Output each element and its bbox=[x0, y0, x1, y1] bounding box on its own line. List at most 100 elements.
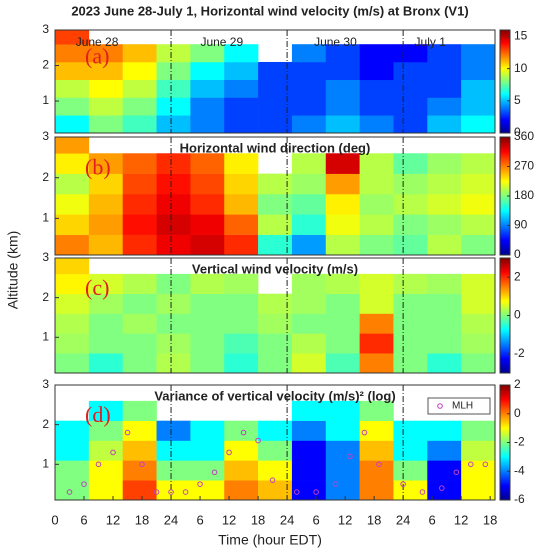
panel-title: Horizontal wind direction (deg) bbox=[180, 140, 371, 155]
mlh-point bbox=[293, 489, 300, 495]
heatmap-cell bbox=[190, 313, 225, 334]
y-axis-label: Altitude (km) bbox=[5, 231, 21, 310]
heatmap-cell bbox=[427, 173, 462, 195]
heatmap-cell bbox=[156, 313, 191, 334]
heatmap-cell bbox=[291, 420, 327, 441]
heatmap-cell bbox=[88, 153, 123, 174]
y-tick-label: 2 bbox=[42, 170, 49, 184]
heatmap-cell bbox=[427, 97, 462, 116]
heatmap-cell bbox=[55, 30, 90, 45]
heatmap-cell bbox=[325, 97, 360, 116]
heatmap-cell bbox=[224, 79, 259, 98]
heatmap-cell bbox=[55, 97, 90, 116]
colorbar bbox=[499, 29, 511, 134]
heatmap-cell bbox=[325, 193, 360, 215]
heatmap-cell bbox=[427, 79, 462, 98]
heatmap-cell bbox=[393, 313, 428, 334]
heatmap-cell bbox=[461, 173, 496, 195]
x-tick-label: 0 bbox=[51, 512, 58, 527]
heatmap-cell bbox=[393, 333, 428, 354]
heatmap-cell bbox=[55, 440, 90, 461]
heatmap-cell bbox=[224, 420, 259, 441]
heatmap-cell bbox=[156, 79, 191, 98]
heatmap-cell bbox=[359, 44, 394, 63]
y-tick-label: 3 bbox=[42, 250, 49, 264]
heatmap-cell bbox=[258, 313, 293, 334]
heatmap-cell bbox=[427, 61, 462, 81]
heatmap-cell bbox=[122, 440, 157, 461]
figure-title: 2023 June 28-July 1, Horizontal wind vel… bbox=[71, 3, 468, 18]
mlh-point bbox=[255, 437, 261, 444]
y-tick-label: 3 bbox=[42, 377, 49, 391]
heatmap-cell bbox=[55, 234, 90, 256]
heatmap-cell bbox=[156, 293, 191, 314]
heatmap-cell bbox=[393, 420, 428, 441]
plot-frame bbox=[54, 29, 496, 134]
heatmap-cell bbox=[427, 44, 462, 63]
x-tick-label: 6 bbox=[196, 512, 203, 527]
heatmap-cell bbox=[393, 173, 428, 195]
heatmap-cell bbox=[190, 79, 225, 98]
heatmap-cell bbox=[427, 293, 462, 314]
plot-frame bbox=[54, 384, 496, 501]
heatmap-cell bbox=[427, 214, 462, 235]
heatmap-cell bbox=[190, 353, 225, 374]
heatmap-cell bbox=[224, 480, 259, 501]
heatmap-cell bbox=[190, 333, 225, 354]
heatmap-cell bbox=[461, 97, 496, 116]
y-tick-label: 2 bbox=[42, 417, 49, 431]
heatmap-cell bbox=[291, 97, 327, 116]
heatmap-cell bbox=[258, 440, 293, 461]
heatmap-cell bbox=[190, 153, 225, 174]
colorbar-tick-label: -2 bbox=[514, 435, 525, 449]
heatmap-cell bbox=[55, 173, 90, 195]
heatmap-cell bbox=[224, 97, 259, 116]
heatmap-cell bbox=[122, 234, 157, 256]
panel-title: Vertical wind velocity (m/s) bbox=[192, 261, 358, 276]
heatmap-cell bbox=[224, 333, 259, 354]
heatmap-cell bbox=[325, 234, 360, 256]
heatmap-cell bbox=[461, 193, 496, 215]
heatmap-cell bbox=[359, 234, 394, 256]
mlh-point bbox=[211, 469, 218, 476]
heatmap-cell bbox=[393, 293, 428, 314]
heatmap-cell bbox=[88, 193, 123, 215]
heatmap-cell bbox=[122, 333, 157, 354]
colorbar-tick-label: 10 bbox=[514, 61, 528, 75]
heatmap-cell bbox=[88, 353, 123, 374]
heatmap-cell bbox=[190, 273, 225, 294]
heatmap-cell bbox=[359, 173, 394, 195]
heatmap-cell bbox=[88, 333, 123, 354]
colorbar-tick-label: 180 bbox=[514, 188, 534, 202]
heatmap-cell bbox=[325, 480, 360, 501]
colorbar-tick-label: 0 bbox=[514, 308, 521, 322]
heatmap-cell bbox=[55, 137, 90, 154]
heatmap-cell bbox=[291, 234, 327, 256]
heatmap-cell bbox=[122, 79, 157, 98]
heatmap-cell bbox=[393, 480, 428, 501]
heatmap-cell bbox=[122, 44, 157, 63]
heatmap-cell bbox=[359, 61, 394, 81]
heatmap-cell bbox=[55, 44, 90, 63]
y-tick-label: 1 bbox=[42, 93, 49, 107]
heatmap-cell bbox=[291, 313, 327, 334]
heatmap-cell bbox=[461, 234, 496, 256]
heatmap-cell bbox=[55, 293, 90, 314]
heatmap-cell bbox=[325, 460, 360, 481]
heatmap-cell bbox=[122, 420, 157, 441]
heatmap-cell bbox=[224, 273, 259, 294]
heatmap-cell bbox=[427, 153, 462, 174]
heatmap-cell bbox=[88, 97, 123, 116]
x-tick-label: 12 bbox=[222, 512, 236, 527]
y-tick-label: 2 bbox=[42, 290, 49, 304]
heatmap-cell bbox=[427, 420, 462, 441]
heatmap-cell bbox=[359, 420, 394, 441]
heatmap-cell bbox=[461, 293, 496, 314]
heatmap-cell bbox=[393, 440, 428, 461]
colorbar-tick-label: -4 bbox=[514, 463, 525, 477]
mlh-point bbox=[110, 449, 116, 456]
heatmap-cell bbox=[55, 480, 90, 501]
heatmap-cell bbox=[427, 460, 462, 481]
x-tick-label: 6 bbox=[312, 512, 319, 527]
